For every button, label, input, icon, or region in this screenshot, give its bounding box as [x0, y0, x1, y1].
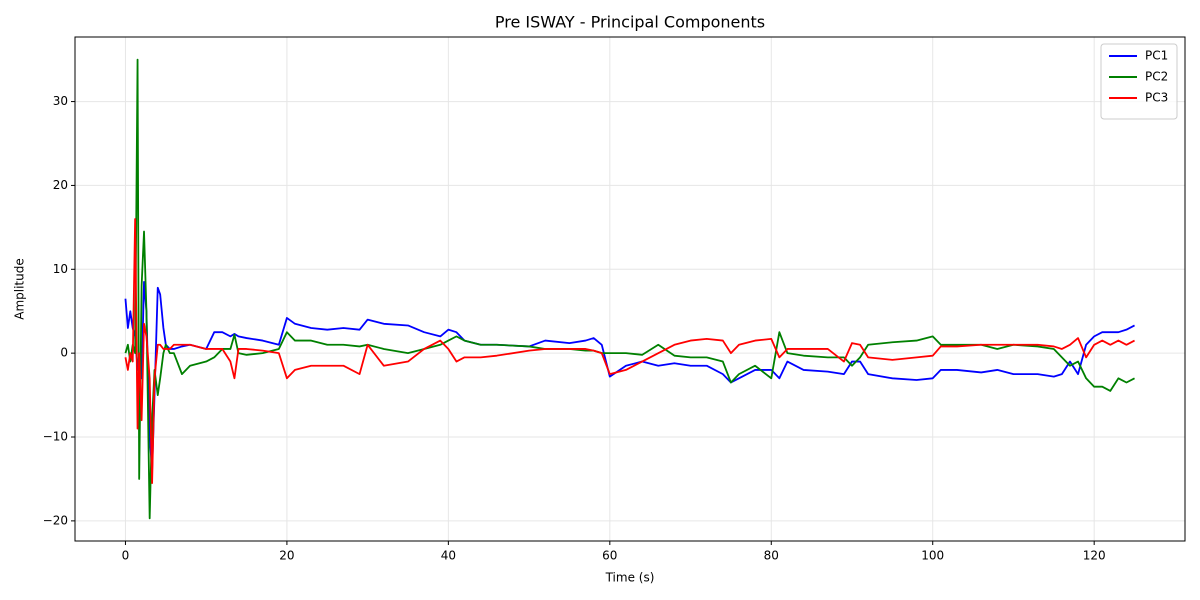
- y-tick-label: 10: [53, 262, 68, 276]
- series-line: [124, 58, 1135, 520]
- x-tick-label: 20: [279, 549, 294, 563]
- x-tick-label: 120: [1083, 549, 1106, 563]
- legend-label: PC2: [1145, 70, 1168, 84]
- y-tick-label: 0: [60, 346, 68, 360]
- x-tick-label: 40: [441, 549, 456, 563]
- legend-box: [1100, 43, 1178, 120]
- plot-frame: [74, 36, 1186, 542]
- x-axis-label: Time (s): [605, 571, 655, 585]
- x-tick-label: 0: [122, 549, 130, 563]
- y-axis-label: Amplitude: [13, 258, 27, 320]
- x-tick-label: 80: [764, 549, 779, 563]
- y-tick-label: −20: [43, 513, 68, 527]
- y-tick-label: 20: [53, 178, 68, 192]
- chart-title: Pre ISWAY - Principal Components: [495, 13, 765, 32]
- x-tick-label: 60: [602, 549, 617, 563]
- x-tick-label: 100: [921, 549, 944, 563]
- series-line: [124, 218, 1135, 485]
- y-tick-label: −10: [43, 430, 68, 444]
- legend-label: PC1: [1145, 49, 1168, 63]
- y-tick-label: 30: [53, 94, 68, 108]
- series-line: [124, 280, 1135, 472]
- legend-label: PC3: [1145, 91, 1168, 105]
